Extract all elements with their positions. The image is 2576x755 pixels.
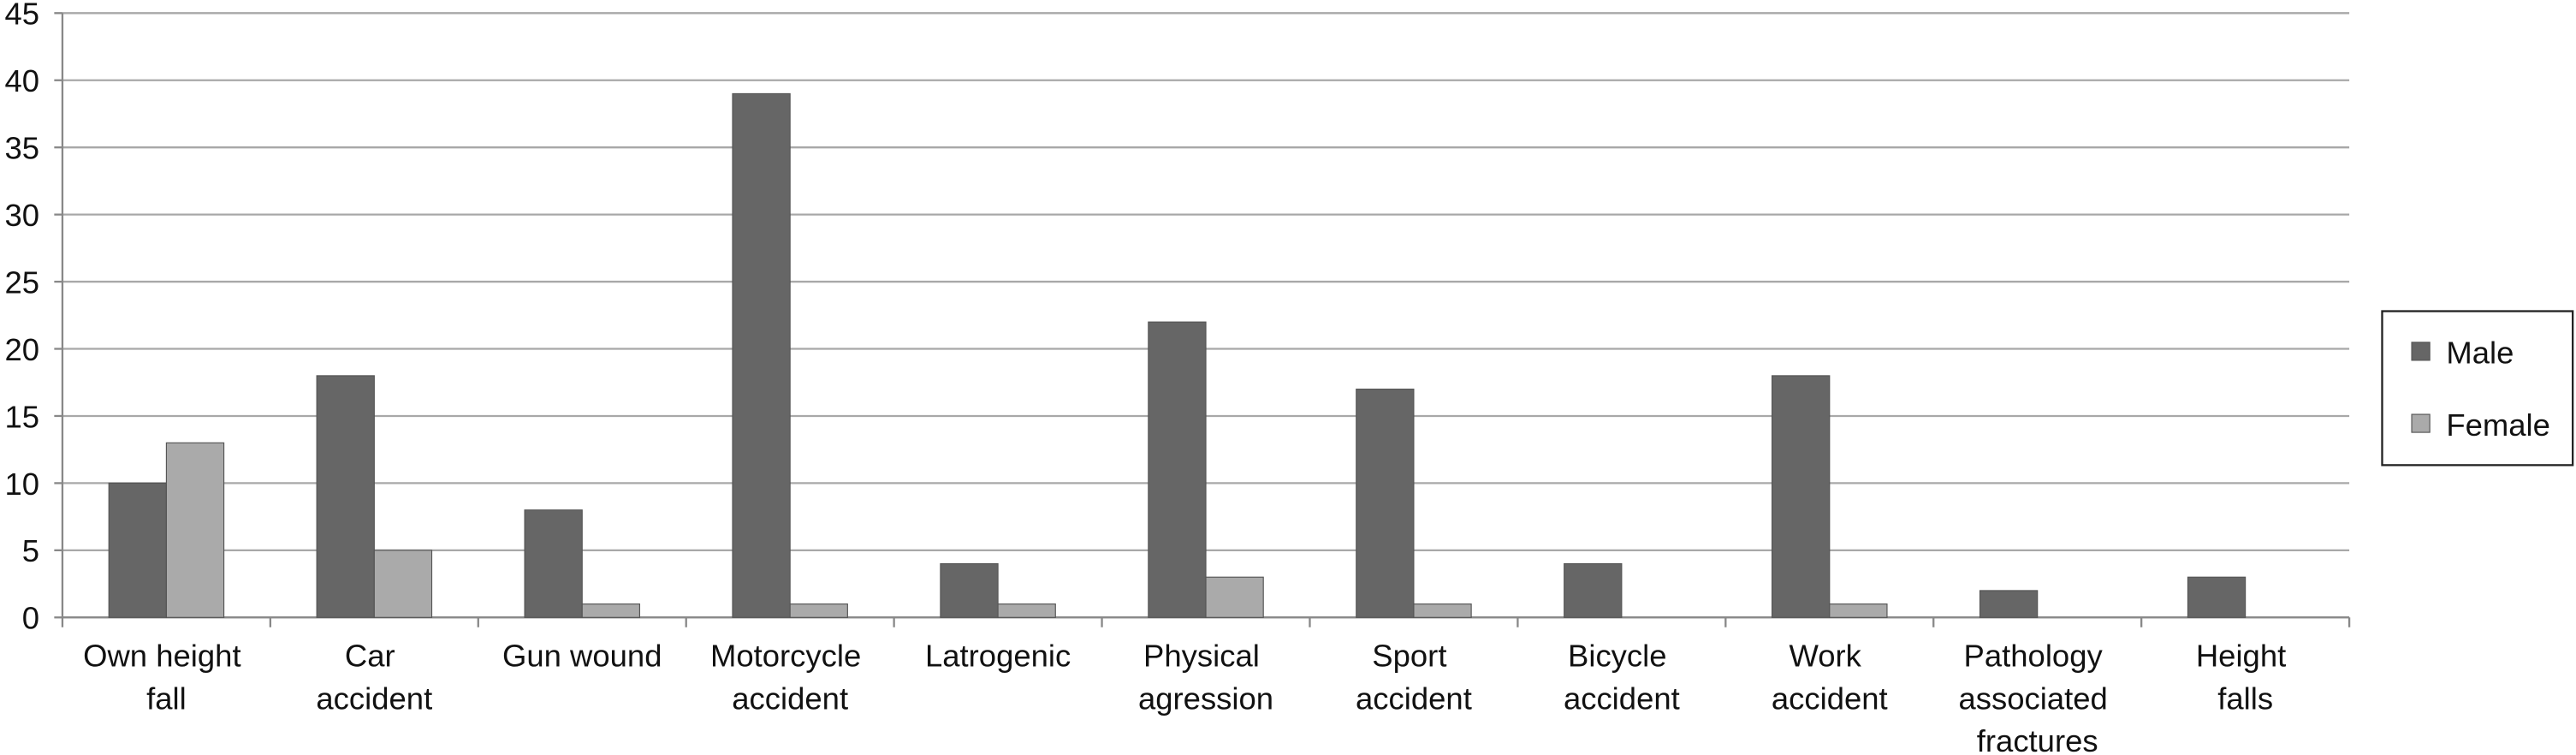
x-tick-label: Motorcycle accident: [710, 639, 870, 716]
x-tick-label: Bicycle accident: [1564, 639, 1680, 716]
bar: [1772, 375, 1831, 618]
bar: [789, 603, 848, 618]
legend-swatch: [2411, 342, 2431, 361]
bar: [1356, 389, 1415, 618]
bar: [2187, 576, 2247, 618]
y-tick-label: 25: [5, 265, 40, 300]
bar: [581, 603, 641, 618]
legend-label: Female: [2446, 407, 2550, 443]
bar: [1148, 321, 1207, 618]
bar: [1829, 603, 1888, 618]
bar: [1979, 590, 2039, 618]
bar: [997, 603, 1056, 618]
bar: [165, 442, 225, 618]
bar: [524, 509, 583, 618]
x-tick-label: Own height fall: [83, 639, 250, 716]
y-tick-label: 0: [22, 601, 39, 636]
x-tick-label: Gun wound: [502, 639, 662, 674]
bar: [1205, 576, 1264, 618]
bar: [940, 562, 999, 618]
x-tick-label: Sport accident: [1356, 639, 1472, 716]
bar: [1564, 562, 1623, 618]
bar: [373, 550, 433, 618]
x-tick-label: Car accident: [316, 639, 432, 716]
y-tick-label: 30: [5, 198, 40, 233]
y-tick-label: 35: [5, 131, 40, 166]
x-tick-label: Height falls: [2196, 639, 2295, 716]
bar: [732, 92, 791, 618]
y-tick-label: 5: [22, 533, 39, 568]
y-tick-label: 10: [5, 467, 40, 502]
y-tick-label: 40: [5, 63, 40, 98]
x-tick-label: Physical agression: [1138, 639, 1273, 716]
y-tick-label: 20: [5, 332, 40, 367]
legend-box: [2381, 310, 2574, 467]
bar: [1413, 603, 1472, 618]
y-tick-label: 45: [5, 0, 40, 32]
bar: [108, 482, 167, 618]
legend-swatch: [2411, 413, 2431, 433]
y-tick-label: 15: [5, 399, 40, 434]
x-tick-label: Work accident: [1772, 639, 1888, 716]
legend-label: Male: [2446, 336, 2514, 371]
x-tick-label: Pathology associated fractures: [1958, 639, 2116, 755]
bar: [316, 375, 375, 618]
x-tick-label: Latrogenic: [925, 639, 1071, 674]
